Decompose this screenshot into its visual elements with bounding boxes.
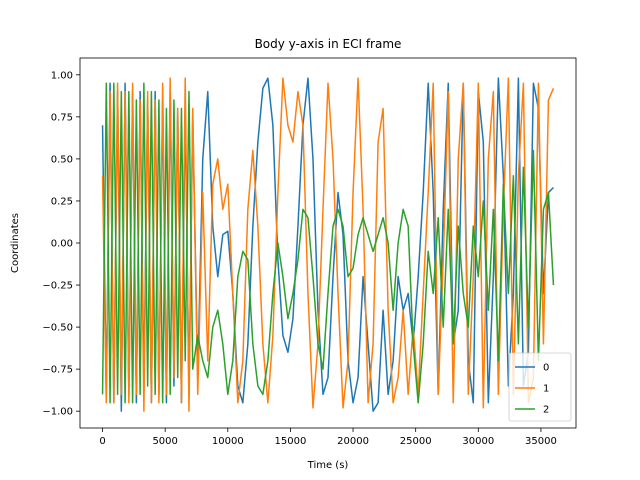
- x-tick-label: 5000: [152, 436, 177, 447]
- y-tick-label: 0.00: [51, 239, 73, 250]
- series-line-2: [101, 82, 555, 404]
- x-tick-label: 20000: [337, 436, 369, 447]
- x-axis-label: Time (s): [307, 460, 349, 471]
- legend-box: [508, 352, 572, 422]
- x-axis: 0 5000 10000 15000 20000 25000 30000 35000: [99, 428, 557, 447]
- y-tick-label: −0.75: [42, 365, 73, 376]
- y-tick-label: 0.50: [51, 154, 73, 165]
- series-line-1: [101, 77, 555, 412]
- x-tick-label: 10000: [212, 436, 244, 447]
- legend-label-2: 2: [543, 405, 549, 416]
- plot-frame: [79, 57, 577, 429]
- y-tick-label: −1.00: [42, 407, 73, 418]
- x-tick-label: 35000: [525, 436, 557, 447]
- y-axis-label: Coordinates: [10, 213, 21, 273]
- legend-label-0: 0: [543, 363, 549, 374]
- plot-area: [101, 77, 555, 412]
- y-tick-label: −0.25: [42, 281, 73, 292]
- chart-title: Body y-axis in ECI frame: [255, 37, 402, 51]
- y-axis: −1.00 −0.75 −0.50 −0.25 0.00 0.25 0.50 0.75 1.00: [42, 70, 80, 418]
- y-tick-label: 0.25: [51, 196, 73, 207]
- legend: 0 1 2: [508, 352, 572, 422]
- y-tick-label: 1.00: [51, 70, 73, 81]
- legend-label-1: 1: [543, 384, 549, 395]
- x-tick-label: 15000: [275, 436, 307, 447]
- x-tick-label: 0: [99, 436, 105, 447]
- x-tick-label: 25000: [400, 436, 432, 447]
- x-tick-label: 30000: [462, 436, 494, 447]
- y-tick-label: 0.75: [51, 112, 73, 123]
- y-tick-label: −0.50: [42, 323, 73, 334]
